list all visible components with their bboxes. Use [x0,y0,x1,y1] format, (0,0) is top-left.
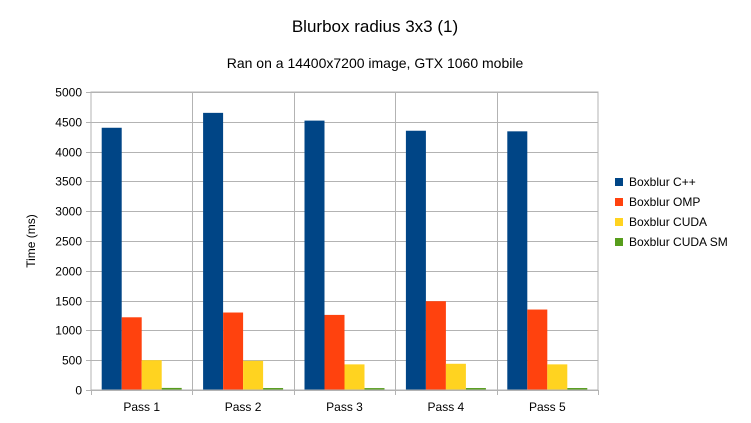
legend-swatch [615,218,623,226]
y-axis-label: Time (ms) [24,214,38,268]
bar [141,360,162,390]
bar [445,363,466,390]
chart-title: Blurbox radius 3x3 (1) [292,17,458,36]
y-tick-label: 1500 [55,295,82,309]
y-tick-label: 500 [62,354,82,368]
bar [567,388,588,390]
bar [223,312,244,390]
legend: Boxblur C++ Boxblur OMP Boxblur CUDA Boxblu… [615,175,728,249]
y-tick-label: 3500 [55,175,82,189]
bar [203,112,224,391]
bars [101,112,588,391]
bar [243,360,264,390]
bar [121,317,142,390]
bar [263,388,284,390]
legend-entry: Boxblur CUDA SM [629,235,728,249]
x-tick-label: Pass 2 [225,400,262,414]
bar [324,314,345,390]
bar [527,309,548,390]
bar [507,131,528,390]
bar [161,387,182,390]
legend-entry: Boxblur C++ [629,175,696,189]
y-tick-label: 5000 [55,86,82,100]
y-tick-label: 3000 [55,205,82,219]
chart-subtitle: Ran on a 14400x7200 image, GTX 1060 mobi… [227,55,524,71]
tick-labels: 0 500 1000 1500 2000 2500 3000 3500 4000 4500 5000… [55,86,566,415]
y-tick-label: 2500 [55,235,82,249]
y-tick-label: 4000 [55,146,82,160]
bar [364,388,385,390]
legend-swatch [615,198,623,206]
bar [425,301,446,390]
bar [101,127,122,390]
bar [547,364,568,390]
x-tick-label: Pass 4 [428,400,465,414]
legend-entry: Boxblur OMP [629,195,700,209]
x-tick-label: Pass 1 [123,400,160,414]
axes [86,91,599,395]
y-tick-label: 2000 [55,265,82,279]
legend-entry: Boxblur CUDA [629,215,707,229]
y-tick-label: 0 [75,384,82,398]
x-tick-label: Pass 5 [529,400,566,414]
legend-swatch [615,238,623,246]
x-tick-label: Pass 3 [326,400,363,414]
y-tick-label: 4500 [55,116,82,130]
y-tick-label: 1000 [55,324,82,338]
legend-swatch [615,178,623,186]
bar [465,388,486,390]
bar [304,120,325,390]
bar [405,130,426,391]
bar [344,364,365,390]
